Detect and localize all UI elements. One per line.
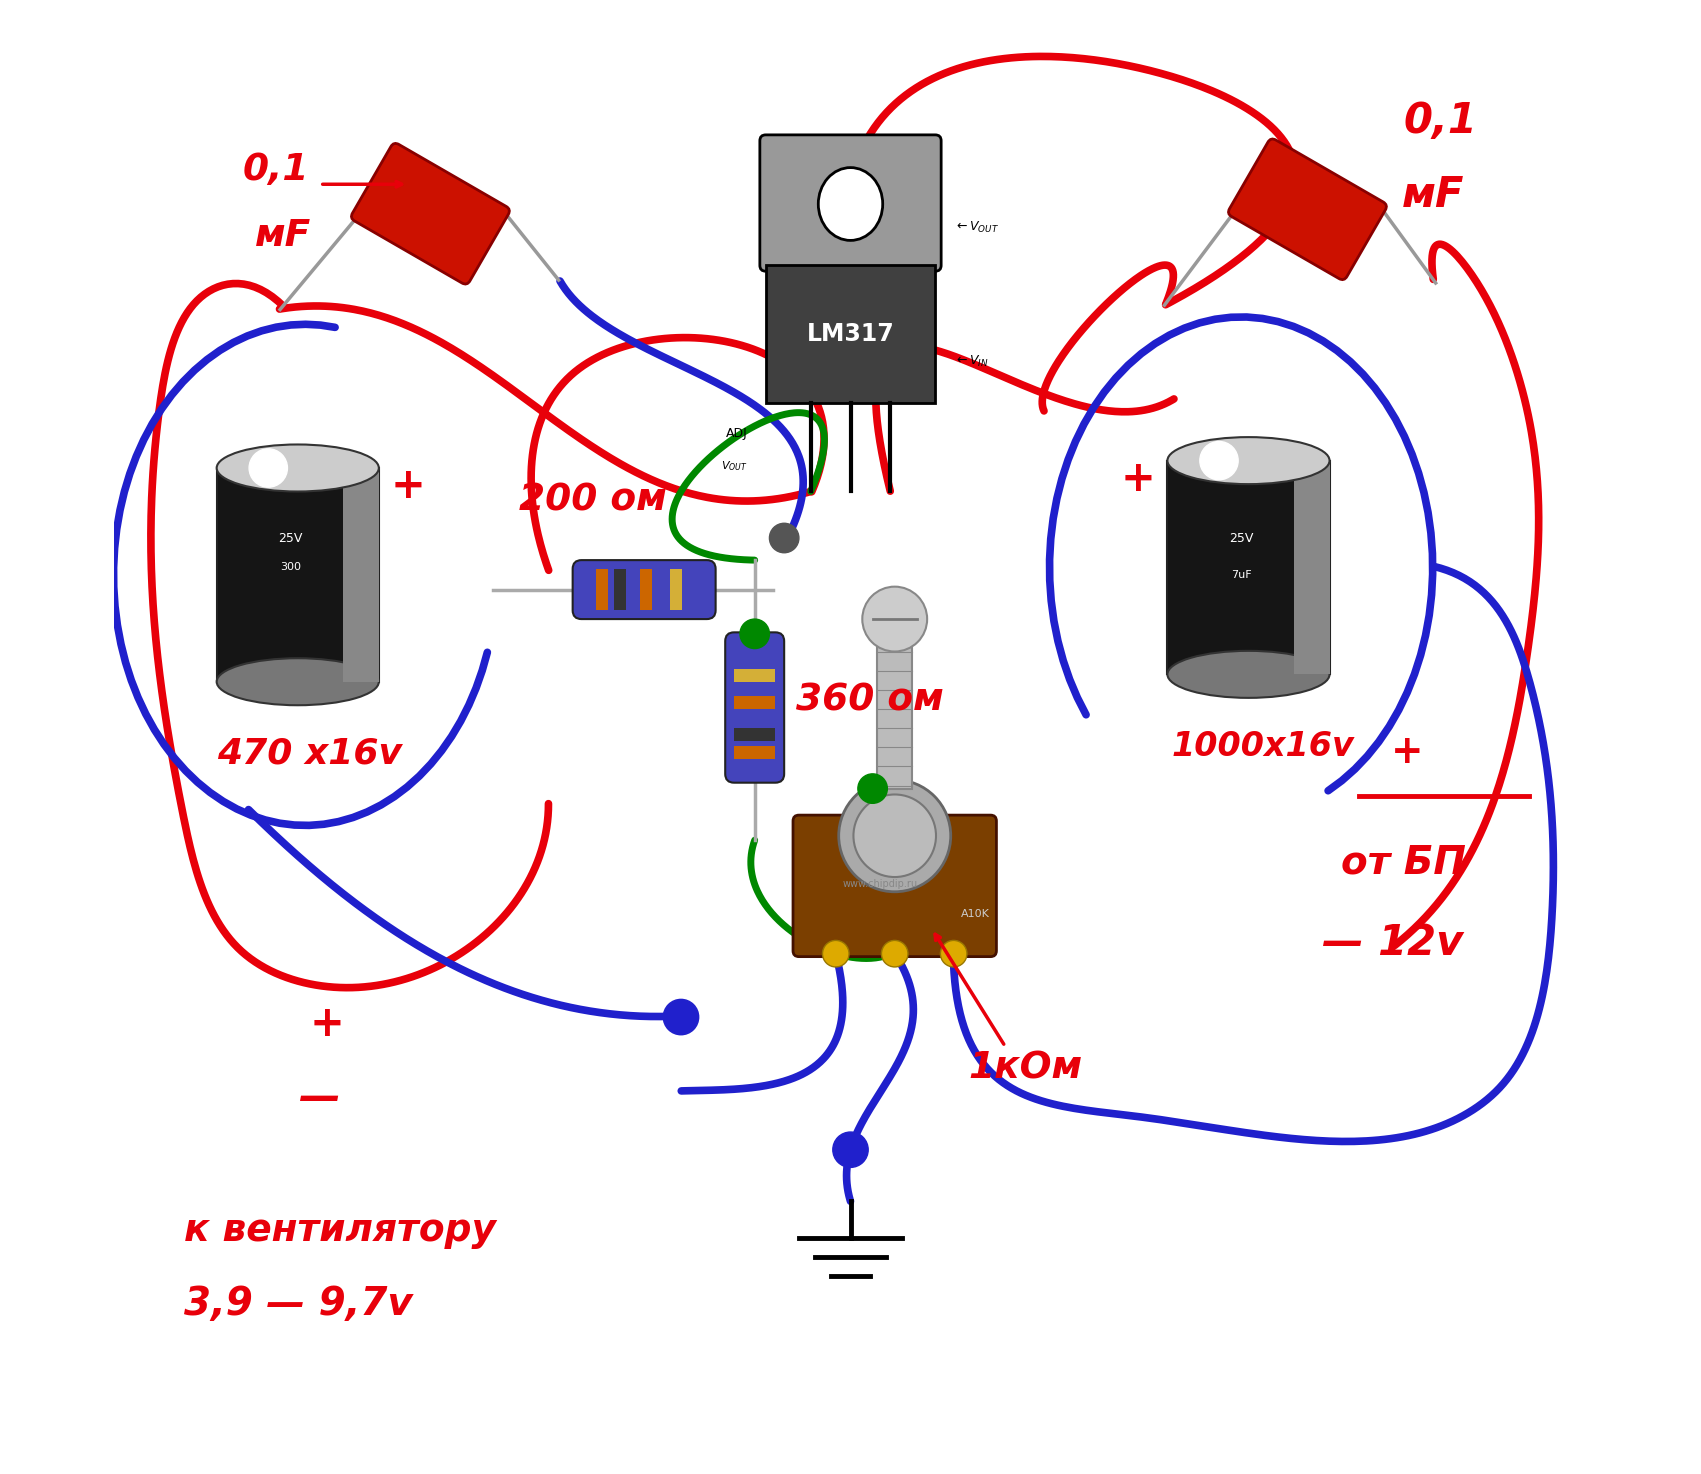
Bar: [670, 569, 682, 610]
Text: 25V: 25V: [1228, 532, 1254, 544]
FancyBboxPatch shape: [352, 143, 509, 284]
Text: 360 ом: 360 ом: [796, 682, 944, 718]
Circle shape: [881, 940, 908, 967]
Text: 25V: 25V: [279, 532, 303, 544]
Bar: [878, 626, 912, 789]
Circle shape: [769, 523, 799, 553]
Text: 1кОм: 1кОм: [968, 1051, 1082, 1086]
Text: 0,1: 0,1: [1403, 100, 1476, 142]
FancyBboxPatch shape: [725, 632, 784, 783]
Text: 0,1: 0,1: [242, 152, 310, 187]
Text: +: +: [391, 466, 425, 507]
Circle shape: [862, 587, 927, 652]
Text: 470 х16v: 470 х16v: [218, 737, 401, 771]
Bar: [735, 669, 776, 682]
FancyBboxPatch shape: [573, 560, 716, 619]
Text: мF: мF: [255, 218, 311, 254]
Text: 1000х16v: 1000х16v: [1172, 730, 1354, 762]
Circle shape: [1199, 442, 1238, 481]
FancyBboxPatch shape: [1228, 139, 1386, 280]
Circle shape: [740, 619, 769, 649]
Ellipse shape: [818, 168, 883, 240]
Text: — 12v: — 12v: [1322, 923, 1463, 964]
Bar: [735, 728, 776, 741]
Text: +: +: [1391, 733, 1424, 771]
Circle shape: [833, 1132, 868, 1167]
Text: от БП: от БП: [1340, 843, 1466, 881]
Text: 300: 300: [281, 563, 301, 572]
Bar: [735, 696, 776, 709]
Circle shape: [823, 940, 849, 967]
Ellipse shape: [216, 445, 379, 491]
Text: 3,9 — 9,7v: 3,9 — 9,7v: [184, 1285, 413, 1324]
Ellipse shape: [1167, 438, 1330, 483]
Text: 200 ом: 200 ом: [519, 483, 667, 519]
Text: +: +: [310, 1004, 345, 1045]
Bar: [216, 469, 379, 681]
Text: LM317: LM317: [806, 323, 895, 346]
Circle shape: [663, 999, 699, 1035]
Bar: [614, 569, 626, 610]
Text: $V_{OUT}$: $V_{OUT}$: [721, 460, 747, 473]
FancyBboxPatch shape: [793, 815, 997, 957]
Circle shape: [857, 774, 888, 803]
Text: 7uF: 7uF: [1232, 570, 1252, 579]
Circle shape: [854, 794, 936, 877]
Ellipse shape: [1167, 652, 1330, 697]
Circle shape: [941, 940, 966, 967]
Bar: [1167, 460, 1330, 675]
Bar: [597, 569, 607, 610]
Circle shape: [248, 450, 287, 488]
Text: $\leftarrow V_{IN}$: $\leftarrow V_{IN}$: [954, 354, 988, 368]
Text: мF: мF: [1402, 174, 1465, 215]
FancyBboxPatch shape: [760, 136, 941, 271]
Ellipse shape: [216, 659, 379, 705]
Text: ADJ: ADJ: [726, 427, 747, 441]
Text: $\leftarrow V_{OUT}$: $\leftarrow V_{OUT}$: [954, 220, 998, 234]
Bar: [1294, 460, 1330, 675]
Circle shape: [839, 780, 951, 892]
Bar: [765, 265, 936, 404]
Bar: [344, 469, 379, 681]
Text: www.chipdip.ru: www.chipdip.ru: [842, 880, 917, 889]
Bar: [641, 569, 651, 610]
Text: A10K: A10K: [961, 909, 990, 918]
Text: к вентилятору: к вентилятору: [184, 1213, 497, 1248]
Text: —: —: [299, 1077, 340, 1119]
Text: +: +: [1121, 458, 1155, 500]
Bar: [735, 746, 776, 759]
